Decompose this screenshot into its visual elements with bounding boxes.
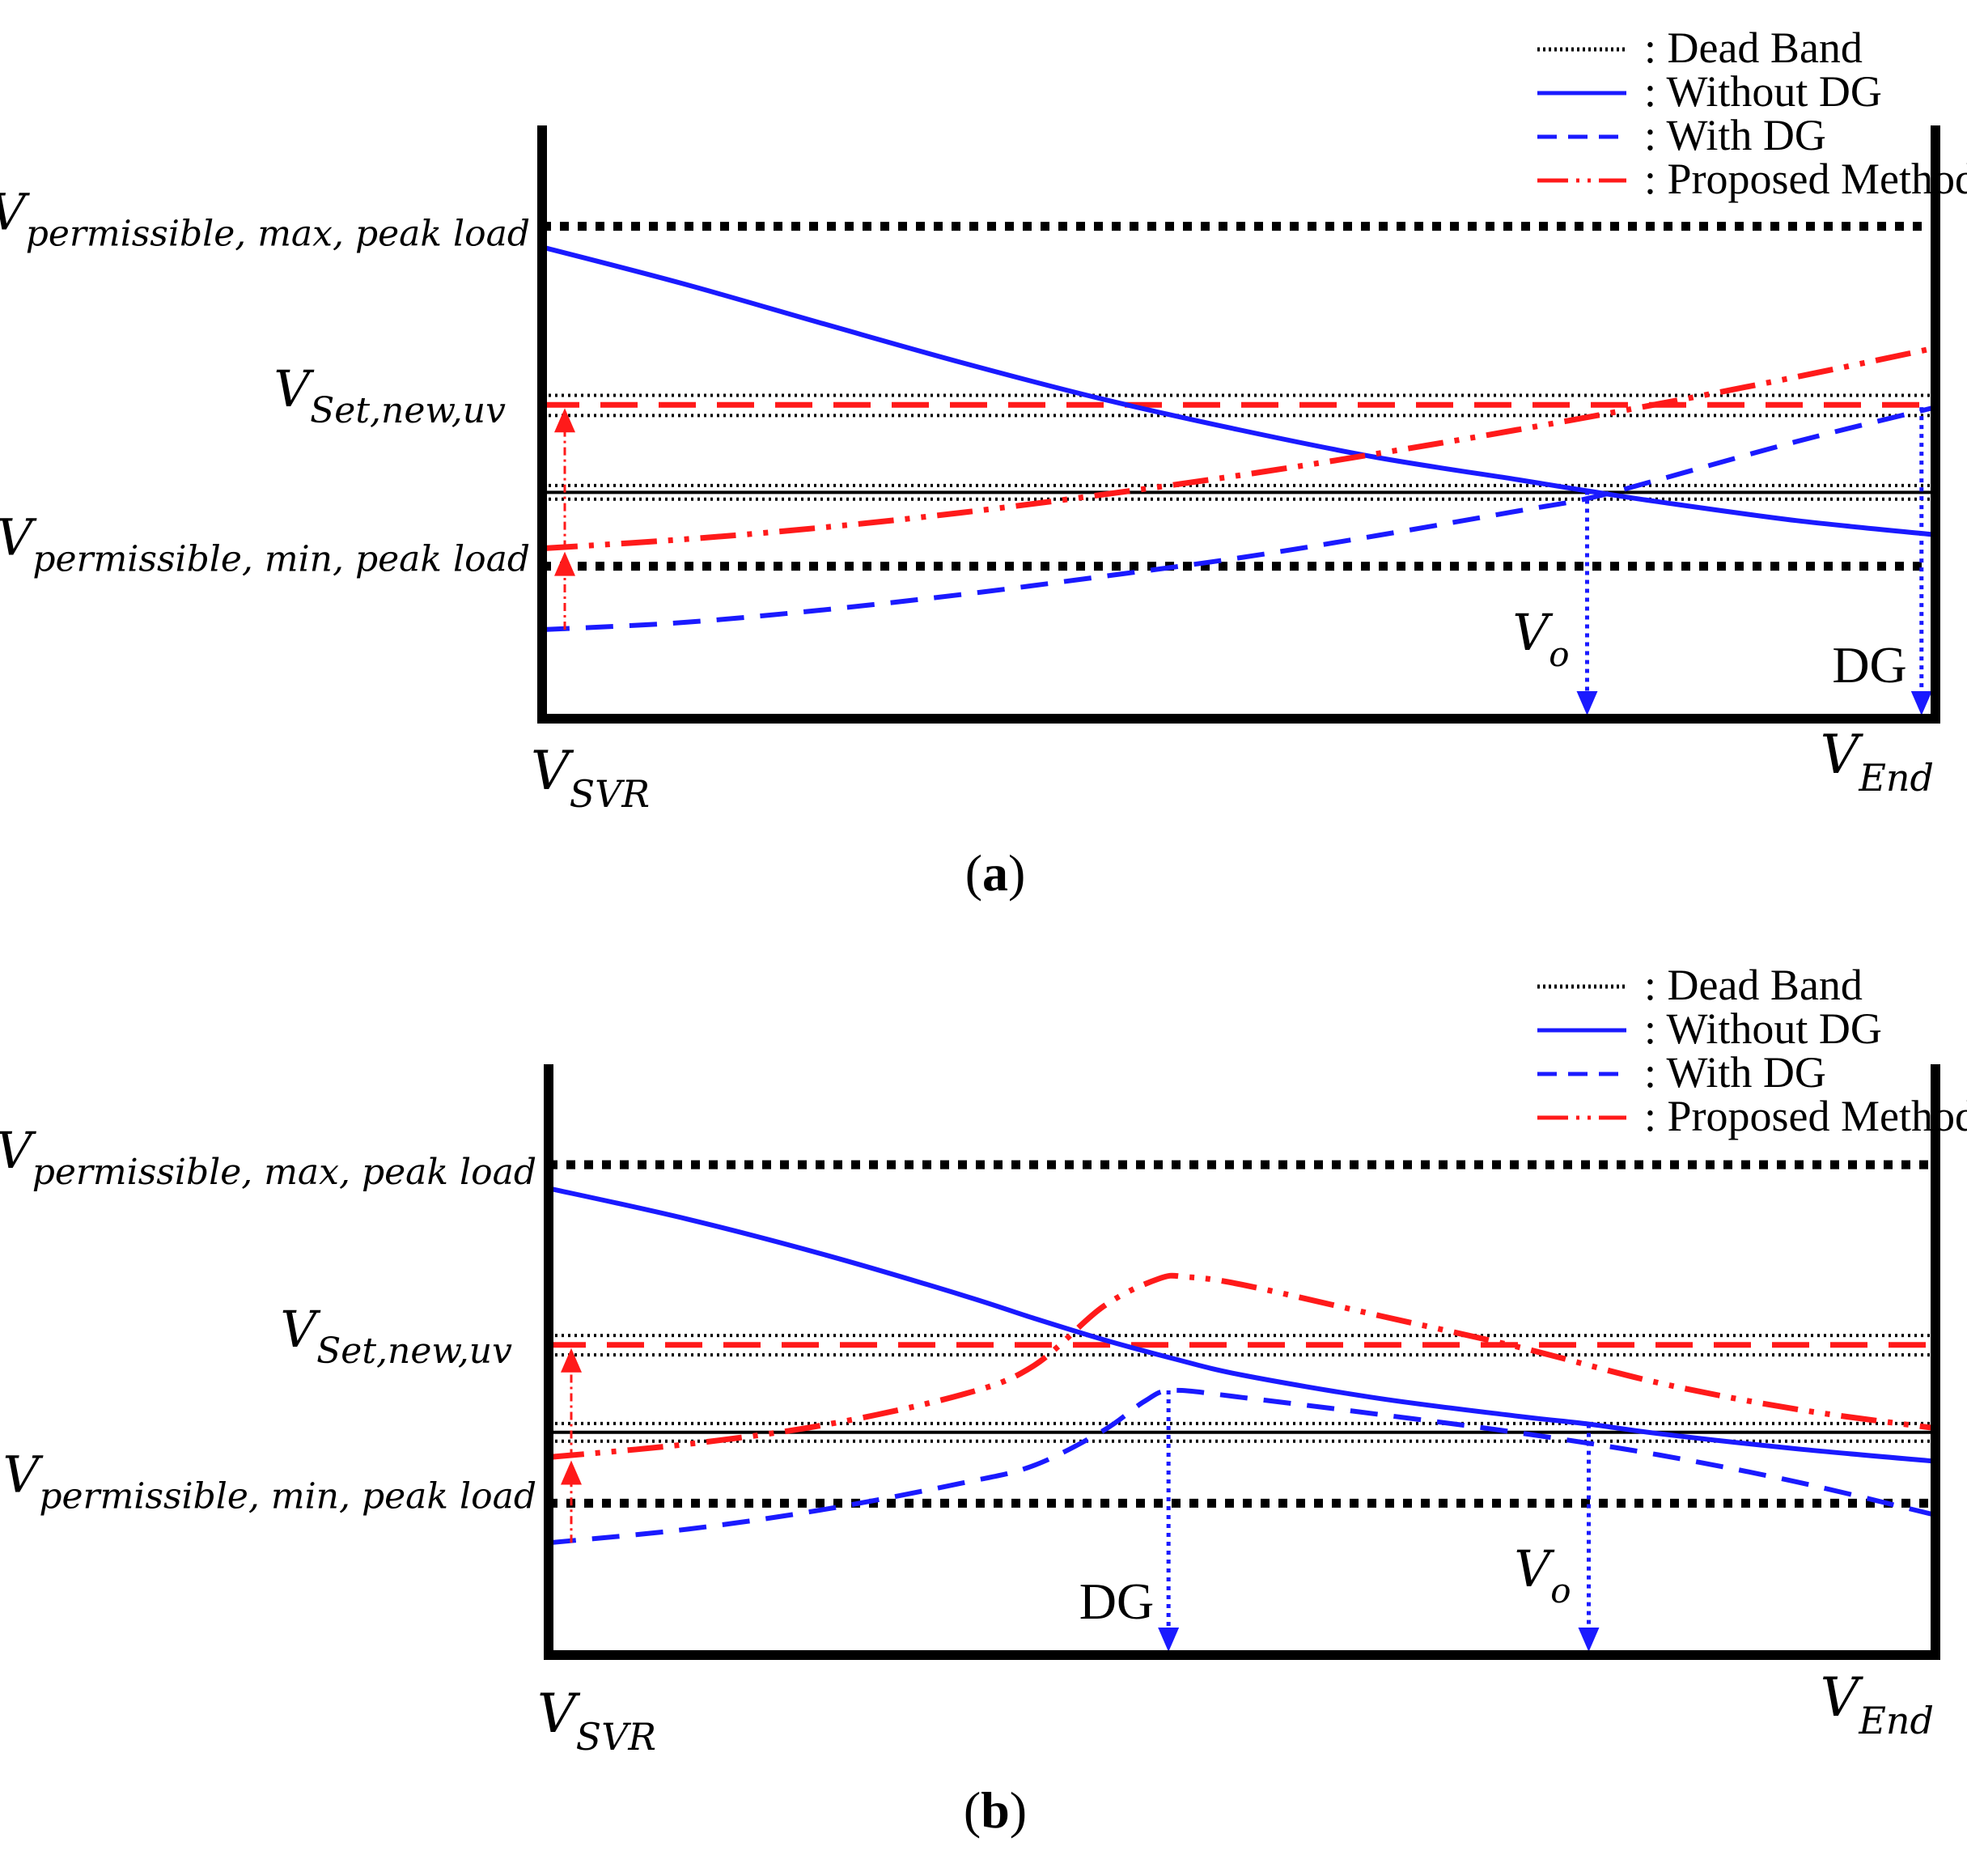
series-without-line	[541, 244, 1936, 537]
ylabel-max: Vpermissible, max, peak load	[0, 183, 530, 255]
marker-label-2: DG	[1832, 636, 1906, 694]
legend-label-without: : Without DG	[1644, 1004, 1882, 1053]
xlabel-start: VSVR	[537, 1683, 656, 1759]
marker-arrowhead-2	[1910, 691, 1932, 715]
setpoint-shift-arrowhead-2	[554, 551, 575, 576]
panel-caption: (b)	[964, 1781, 1027, 1839]
xlabel-start: VSVR	[531, 740, 650, 816]
legend-label-deadband: : Dead Band	[1644, 961, 1863, 1009]
legend-label-proposed: : Proposed Method	[1644, 155, 1967, 203]
setpoint-shift-arrowhead-1	[561, 1348, 582, 1373]
marker-label-1: Vo	[1512, 603, 1569, 674]
series-proposed-line	[541, 345, 1936, 552]
series-without-line	[548, 1186, 1936, 1464]
legend-label-without: : Without DG	[1644, 67, 1882, 116]
setpoint-shift-arrowhead-2	[561, 1460, 582, 1485]
ylabel-min: Vpermissible, min, peak load	[3, 1445, 536, 1517]
marker-arrowhead-2	[1578, 1628, 1600, 1652]
marker-label-2: Vo	[1514, 1539, 1571, 1611]
series-with-line	[548, 1387, 1936, 1546]
legend-label-with: : With DG	[1644, 1048, 1826, 1097]
panel-caption: (a)	[965, 844, 1026, 902]
series-proposed-line	[548, 1272, 1936, 1460]
panel-b: DG Vo Vpermissible, max, peak load VSet,new…	[0, 961, 1967, 1839]
legend-label-with: : With DG	[1644, 111, 1826, 159]
xlabel-end: VEnd	[1821, 724, 1934, 800]
series-with-line	[541, 405, 1936, 632]
setpoint-shift-arrowhead-1	[554, 408, 575, 433]
ylabel-min: Vpermissible, min, peak load	[0, 508, 530, 580]
legend-label-deadband: : Dead Band	[1644, 23, 1863, 72]
xlabel-end: VEnd	[1821, 1666, 1934, 1742]
panel-a: Vo DG Vpermissible, max, peak load VSet,new…	[0, 23, 1967, 902]
legend-label-proposed: : Proposed Method	[1644, 1092, 1967, 1140]
ylabel-set-new: VSet,new,uv	[273, 359, 506, 431]
marker-label-1: DG	[1079, 1573, 1154, 1630]
marker-arrowhead-1	[1576, 691, 1598, 715]
ylabel-max: Vpermissible, max, peak load	[0, 1121, 536, 1193]
ylabel-set-new: VSet,new,uv	[280, 1300, 512, 1372]
marker-arrowhead-1	[1158, 1628, 1180, 1652]
